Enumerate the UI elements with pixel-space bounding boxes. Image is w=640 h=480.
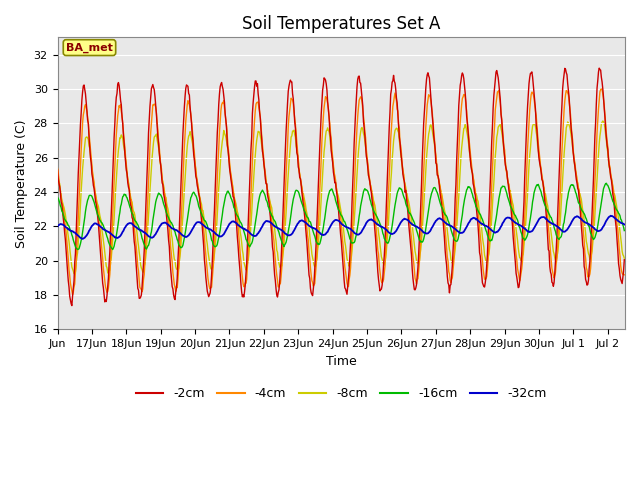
Title: Soil Temperatures Set A: Soil Temperatures Set A — [242, 15, 440, 33]
Y-axis label: Soil Temperature (C): Soil Temperature (C) — [15, 119, 28, 248]
X-axis label: Time: Time — [326, 355, 356, 368]
Text: BA_met: BA_met — [66, 42, 113, 53]
Legend: -2cm, -4cm, -8cm, -16cm, -32cm: -2cm, -4cm, -8cm, -16cm, -32cm — [131, 382, 552, 405]
